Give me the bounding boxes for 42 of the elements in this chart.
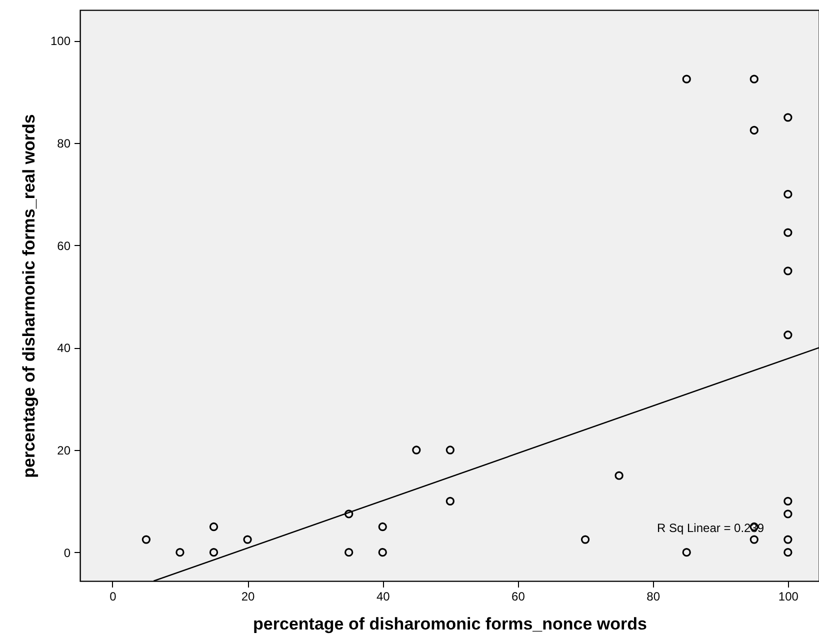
x-tick-label: 40 <box>376 590 390 604</box>
point <box>784 510 792 518</box>
point <box>784 535 792 544</box>
y-tick-label: 20 <box>57 444 71 458</box>
point <box>344 510 354 518</box>
x-axis-title: percentage of disharomonic forms_nonce words <box>253 614 647 634</box>
x-tick-label: 80 <box>646 590 660 604</box>
point <box>784 228 792 237</box>
x-tick-label: 0 <box>110 590 117 604</box>
point <box>750 535 758 544</box>
x-tick-label: 60 <box>512 590 526 604</box>
point <box>344 548 354 557</box>
point <box>682 548 691 557</box>
point <box>378 522 387 532</box>
x-tick-label: 20 <box>241 590 256 604</box>
point <box>209 522 218 532</box>
y-axis-title: percentage of disharmonic forms_real words <box>19 114 38 478</box>
point <box>682 74 691 84</box>
x-tick-label: 100 <box>778 590 799 604</box>
point <box>750 126 758 135</box>
point <box>446 446 455 454</box>
y-tick-label: 100 <box>50 34 71 48</box>
point <box>176 548 184 557</box>
point <box>580 535 590 544</box>
point <box>784 330 792 340</box>
point <box>784 548 792 557</box>
y-tick-label: 40 <box>57 341 71 356</box>
point <box>142 535 151 544</box>
y-tick-label: 0 <box>64 546 71 560</box>
point <box>209 548 218 557</box>
point <box>784 113 792 122</box>
point <box>446 496 455 506</box>
point <box>784 496 792 506</box>
point <box>750 74 758 84</box>
y-tick-label: 80 <box>57 136 71 151</box>
point <box>784 266 792 276</box>
point <box>614 471 624 480</box>
y-tick-label: 60 <box>57 238 71 253</box>
point <box>378 548 387 557</box>
point <box>412 446 421 454</box>
point <box>784 190 792 199</box>
point <box>243 535 252 544</box>
